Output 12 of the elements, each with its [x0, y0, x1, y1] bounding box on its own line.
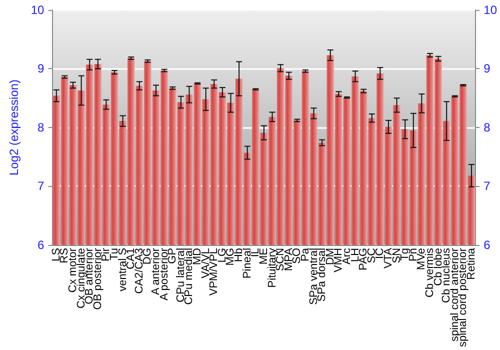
y2-tick-label: 7	[484, 179, 491, 194]
y2-tick-label: 9	[484, 62, 491, 76]
y-tick-label: 7	[38, 179, 45, 194]
y-tick-label: 6	[38, 238, 45, 252]
y2-tick-label: 6	[484, 238, 491, 252]
y-tick-label: 10	[30, 3, 45, 17]
y-axis-title: Log2 (expression)	[7, 79, 21, 176]
x-tick-label: Tg	[399, 248, 412, 261]
y2-tick-label: 10	[484, 3, 498, 17]
y2-tick-label: 8	[484, 120, 491, 134]
y-tick-label: 8	[38, 120, 45, 134]
y-tick-label: 9	[38, 62, 45, 76]
